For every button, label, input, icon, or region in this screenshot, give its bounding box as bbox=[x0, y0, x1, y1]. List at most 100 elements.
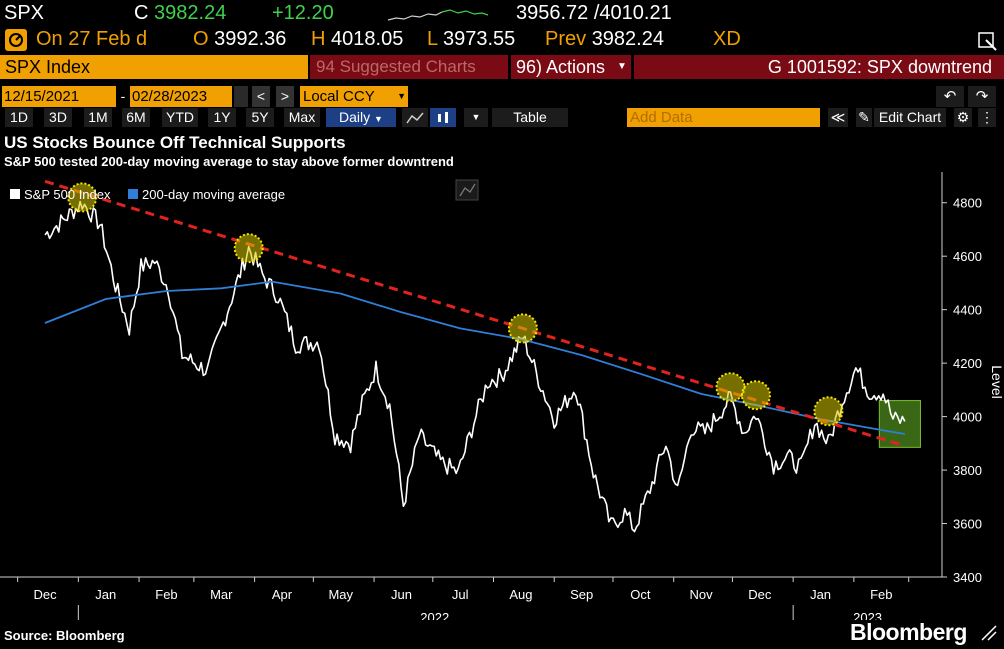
y-tick-label: 4000 bbox=[953, 410, 982, 425]
period-5y[interactable]: 5Y bbox=[246, 108, 274, 127]
x-tick-label: Aug bbox=[509, 587, 532, 602]
x-tick-label: Apr bbox=[272, 587, 293, 602]
x-tick-label: Nov bbox=[690, 587, 714, 602]
end-date: 02/28/2023 bbox=[132, 88, 208, 105]
settings-icon[interactable]: ⚙ bbox=[954, 108, 972, 127]
period-1y[interactable]: 1Y bbox=[208, 108, 236, 127]
y-tick-label: 3600 bbox=[953, 517, 982, 532]
next-period-button[interactable]: > bbox=[276, 86, 294, 107]
year-label: 2022 bbox=[420, 610, 449, 620]
sparkline-icon bbox=[387, 9, 489, 21]
currency-select[interactable]: Local CCY ▼ bbox=[300, 86, 408, 107]
x-tick-label: Jul bbox=[452, 587, 469, 602]
touch-point-marker bbox=[67, 182, 98, 213]
close-price: 3982.24 bbox=[154, 2, 227, 24]
edit-chart-button[interactable]: Edit Chart bbox=[874, 108, 946, 127]
period-1d[interactable]: 1D bbox=[5, 108, 33, 127]
chart-id: G 1001592: SPX downtrend bbox=[767, 57, 992, 77]
high-prefix: H bbox=[311, 28, 326, 50]
more-icon[interactable]: ⋮ bbox=[978, 108, 996, 127]
period-ytd[interactable]: YTD bbox=[162, 108, 198, 127]
open-price: 3992.36 bbox=[214, 28, 287, 50]
chart-subtitle: S&P 500 tested 200-day moving average to… bbox=[4, 154, 454, 169]
start-date-field[interactable]: 12/15/2021 bbox=[2, 86, 116, 107]
suggested-charts-label: 94 Suggested Charts bbox=[316, 57, 476, 76]
y-tick-label: 4800 bbox=[953, 196, 982, 211]
touch-point-marker bbox=[740, 380, 771, 411]
y-tick-label: 3800 bbox=[953, 463, 982, 478]
edit-icon[interactable]: ✎ bbox=[856, 108, 872, 127]
price-change: +12.20 bbox=[272, 2, 334, 24]
legend-swatch-sp500 bbox=[10, 189, 20, 199]
open-prefix: O bbox=[193, 28, 209, 50]
source-note: Source: Bloomberg bbox=[4, 628, 125, 643]
legend-label-sp500: S&P 500 Index bbox=[24, 187, 111, 202]
x-tick-label: Dec bbox=[748, 587, 772, 602]
x-tick-label: Feb bbox=[870, 587, 892, 602]
add-data-input[interactable]: Add Data bbox=[627, 108, 820, 127]
security-name: SPX Index bbox=[5, 57, 91, 77]
start-date: 12/15/2021 bbox=[4, 88, 80, 105]
date-label: On 27 Feb d bbox=[36, 28, 148, 50]
end-date-field[interactable]: 02/28/2023 bbox=[130, 86, 232, 107]
day-range: 3956.72 /4010.21 bbox=[516, 2, 672, 24]
resize-icon[interactable] bbox=[978, 624, 1000, 644]
suggested-charts-button[interactable]: 94 Suggested Charts bbox=[310, 55, 508, 79]
legend-label-ma: 200-day moving average bbox=[142, 187, 285, 202]
line-chart-icon[interactable] bbox=[402, 108, 428, 127]
currency-value: Local CCY bbox=[303, 88, 375, 105]
frequency-select[interactable]: Daily ▼ bbox=[326, 108, 396, 127]
expand-icon[interactable] bbox=[976, 30, 998, 52]
xd-label: XD bbox=[713, 28, 741, 50]
actions-menu[interactable]: 96) Actions ▼ bbox=[511, 55, 631, 79]
y-axis-label: Level bbox=[989, 365, 1004, 398]
bloomberg-logo: Bloomberg bbox=[850, 619, 967, 645]
candle-chart-icon[interactable] bbox=[430, 108, 456, 127]
x-tick-label: Dec bbox=[33, 587, 57, 602]
chart-title: US Stocks Bounce Off Technical Supports bbox=[4, 133, 346, 152]
calendar-icon[interactable] bbox=[234, 86, 248, 107]
y-tick-label: 4600 bbox=[953, 249, 982, 264]
x-tick-label: Jan bbox=[95, 587, 116, 602]
series-ma-line bbox=[44, 280, 905, 435]
period-6m[interactable]: 6M bbox=[122, 108, 150, 127]
legend-swatch-ma bbox=[128, 189, 138, 199]
x-tick-label: Sep bbox=[570, 587, 593, 602]
year-label: 2023 bbox=[853, 610, 882, 620]
x-tick-label: Jun bbox=[391, 587, 412, 602]
high-price: 4018.05 bbox=[331, 28, 404, 50]
price-chart: 3400 3600 3800 4000 4200 4400 4600 4800 Level Dec… bbox=[0, 172, 1004, 620]
prev-period-button[interactable]: < bbox=[252, 86, 270, 107]
frequency-value: Daily bbox=[339, 109, 371, 125]
table-button[interactable]: Table bbox=[492, 108, 568, 127]
chevron-down-icon: ▼ bbox=[617, 61, 627, 72]
touch-point-marker bbox=[233, 233, 264, 264]
prev-price: 3982.24 bbox=[591, 28, 664, 50]
chevron-down-icon[interactable]: ▼ bbox=[464, 108, 488, 127]
redo-icon[interactable]: ↷ bbox=[968, 86, 996, 107]
x-tick-label: Mar bbox=[210, 587, 233, 602]
add-data-placeholder: Add Data bbox=[630, 109, 693, 126]
chevron-down-icon: ▼ bbox=[397, 91, 406, 101]
period-1m[interactable]: 1M bbox=[84, 108, 112, 127]
x-tick-label: Oct bbox=[630, 587, 651, 602]
touch-point-marker bbox=[507, 313, 538, 344]
security-field[interactable]: SPX Index bbox=[0, 55, 308, 79]
period-3d[interactable]: 3D bbox=[44, 108, 72, 127]
x-tick-label: Feb bbox=[155, 587, 177, 602]
collapse-icon[interactable]: ≪ bbox=[828, 108, 848, 127]
chart-id-bar: G 1001592: SPX downtrend bbox=[634, 55, 1004, 79]
actions-label: 96) Actions bbox=[516, 57, 606, 77]
ticker: SPX bbox=[4, 2, 45, 24]
close-prefix: C bbox=[134, 2, 149, 24]
chart-type-glyph bbox=[459, 183, 476, 197]
touch-point-marker bbox=[715, 372, 746, 403]
y-tick-label: 4200 bbox=[953, 356, 982, 371]
low-prefix: L bbox=[427, 28, 438, 50]
undo-icon[interactable]: ↶ bbox=[936, 86, 964, 107]
x-tick-label: Jan bbox=[810, 587, 831, 602]
low-price: 3973.55 bbox=[442, 28, 516, 50]
period-max[interactable]: Max bbox=[284, 108, 320, 127]
x-tick-label: May bbox=[328, 587, 353, 602]
warning-icon[interactable] bbox=[5, 29, 27, 51]
